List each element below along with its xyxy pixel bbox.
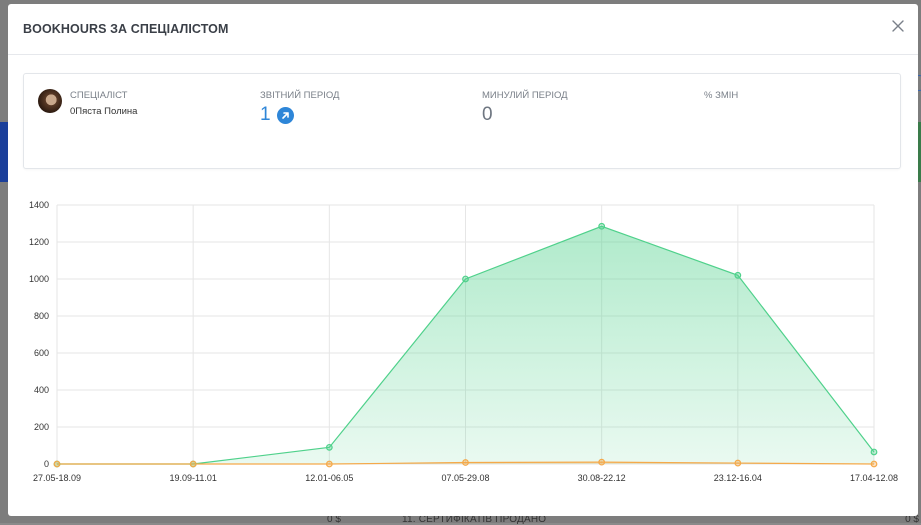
x-tick-label: 17.04-12.08 <box>850 473 898 483</box>
data-point[interactable] <box>325 443 333 451</box>
stats-card: СПЕЦІАЛІСТ 0Пяста Полина ЗВІТНИЙ ПЕРІОД … <box>23 73 901 169</box>
data-point[interactable] <box>734 459 742 467</box>
data-point[interactable] <box>598 222 606 230</box>
data-point[interactable] <box>598 458 606 466</box>
y-tick-label: 0 <box>44 459 49 469</box>
avatar <box>38 89 62 113</box>
x-tick-label: 27.05-18.09 <box>33 473 81 483</box>
background-bottom-strip: 0 $ 11. СЕРТИФІКАТІВ ПРОДАНО 0 $ <box>0 514 921 525</box>
arrow-glyph <box>281 111 289 119</box>
data-point[interactable] <box>325 460 333 468</box>
data-point[interactable] <box>734 271 742 279</box>
y-tick-label: 1400 <box>29 200 49 210</box>
data-point[interactable] <box>870 460 878 468</box>
y-tick-label: 600 <box>34 348 49 358</box>
y-tick-label: 1200 <box>29 237 49 247</box>
x-tick-label: 12.01-06.05 <box>305 473 353 483</box>
background-sidebar-edge <box>0 122 8 182</box>
background-panel-edge <box>916 122 921 182</box>
background-value: 0 $ <box>327 514 341 525</box>
previous-period-label: МИНУЛИЙ ПЕРІОД <box>482 90 568 101</box>
y-tick-label: 400 <box>34 385 49 395</box>
bookhours-chart: 0 200 400 600 800 1000 1200 1400 27.05-18.09 19.… <box>8 194 918 494</box>
x-tick-label: 30.08-22.12 <box>578 473 626 483</box>
specialist-label: СПЕЦІАЛІСТ <box>70 90 128 101</box>
current-period-value: 1 <box>260 104 294 126</box>
background-label: 11. СЕРТИФІКАТІВ ПРОДАНО <box>402 514 547 525</box>
close-icon <box>892 20 904 32</box>
data-point[interactable] <box>189 460 197 468</box>
close-button[interactable] <box>890 18 906 34</box>
data-point[interactable] <box>462 459 469 466</box>
x-tick-label: 23.12-16.04 <box>714 473 762 483</box>
bookhours-modal: BOOKHOURS ЗА СПЕЦІАЛІСТОМ СПЕЦІАЛІСТ 0Пя… <box>8 4 918 516</box>
modal-title: BOOKHOURS ЗА СПЕЦІАЛІСТОМ <box>23 22 229 36</box>
current-period-label: ЗВІТНИЙ ПЕРІОД <box>260 90 340 101</box>
change-percent-label: % ЗМІН <box>704 90 739 101</box>
y-tick-label: 800 <box>34 311 49 321</box>
modal-header: BOOKHOURS ЗА СПЕЦІАЛІСТОМ <box>8 4 918 55</box>
data-point[interactable] <box>53 460 61 468</box>
arrow-up-right-icon[interactable] <box>276 106 294 124</box>
y-tick-label: 1000 <box>29 274 49 284</box>
x-tick-label: 07.05-29.08 <box>441 473 489 483</box>
data-point[interactable] <box>870 448 878 456</box>
previous-period-value: 0 <box>482 104 493 125</box>
x-tick-label: 19.09-11.01 <box>169 473 216 483</box>
area-chart: 0 200 400 600 800 1000 1200 1400 27.05-18.09 19.… <box>29 200 898 483</box>
specialist-name: 0Пяста Полина <box>70 106 138 117</box>
y-tick-label: 200 <box>34 422 49 432</box>
current-period-number: 1 <box>260 104 271 125</box>
series-area-0 <box>57 226 874 464</box>
series-line-1 <box>57 461 875 465</box>
background-value-right: 0 $ <box>905 514 919 525</box>
data-point[interactable] <box>462 275 469 283</box>
